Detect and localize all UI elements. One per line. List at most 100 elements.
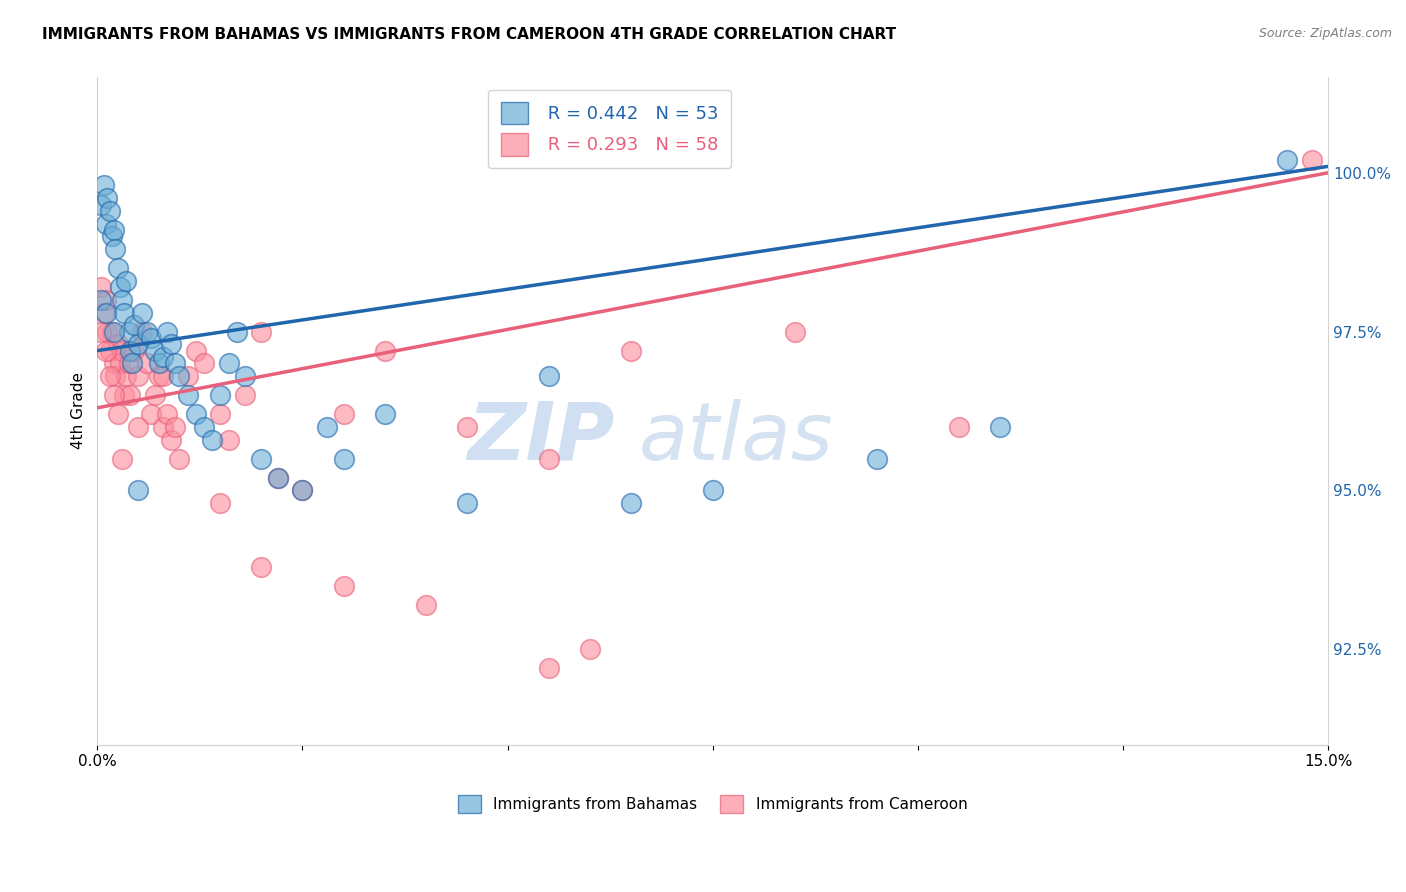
Point [104,369,127,384]
Point [184,343,207,358]
Point [152,420,174,434]
Point [90,197,112,211]
Point [115,274,138,288]
Point [537,369,560,384]
Point [103,388,125,402]
Point [233,369,256,384]
Point [94,305,117,319]
Point [169,451,191,466]
Point [537,661,560,675]
Point [332,579,354,593]
Point [291,483,314,498]
Point [250,559,273,574]
Point [866,451,889,466]
Point [201,433,224,447]
Point [93,178,115,193]
Point [156,325,179,339]
Point [233,388,256,402]
Point [165,356,187,370]
Point [152,369,174,384]
Point [948,420,970,434]
Point [94,217,117,231]
Point [111,343,134,358]
Point [373,407,395,421]
Point [90,293,112,307]
Point [117,356,139,370]
Point [111,293,134,307]
Point [101,325,124,339]
Point [104,242,127,256]
Point [103,223,125,237]
Point [156,407,179,421]
Point [1301,153,1323,167]
Point [110,356,132,370]
Point [107,337,129,351]
Point [218,433,240,447]
Point [143,343,166,358]
Point [988,420,1011,434]
Point [250,325,273,339]
Point [783,325,806,339]
Point [176,388,198,402]
Point [250,451,273,466]
Point [620,496,643,510]
Point [152,350,174,364]
Point [112,388,135,402]
Point [578,642,600,657]
Point [127,369,149,384]
Point [98,343,121,358]
Point [90,280,112,294]
Point [103,356,125,370]
Point [1275,153,1298,167]
Point [537,451,560,466]
Point [111,451,134,466]
Text: atlas: atlas [638,399,834,476]
Y-axis label: 4th Grade: 4th Grade [72,373,86,450]
Point [103,325,125,339]
Point [209,388,232,402]
Point [90,325,112,339]
Point [98,203,121,218]
Point [148,356,170,370]
Point [127,483,149,498]
Point [98,369,121,384]
Point [620,343,643,358]
Point [131,305,153,319]
Point [176,369,198,384]
Legend: Immigrants from Bahamas, Immigrants from Cameroon: Immigrants from Bahamas, Immigrants from… [449,786,976,822]
Point [160,337,183,351]
Text: ZIP: ZIP [467,399,614,476]
Point [225,325,247,339]
Point [160,433,183,447]
Point [415,598,437,612]
Point [96,191,118,205]
Point [112,305,135,319]
Point [193,356,215,370]
Point [291,483,314,498]
Point [332,407,354,421]
Point [94,293,117,307]
Point [96,325,118,339]
Point [110,280,132,294]
Point [332,451,354,466]
Point [209,407,232,421]
Point [267,471,290,485]
Point [131,325,153,339]
Point [124,318,146,333]
Point [209,496,232,510]
Point [115,369,138,384]
Point [702,483,724,498]
Point [127,337,149,351]
Point [316,420,339,434]
Point [120,343,142,358]
Point [121,356,143,370]
Point [169,369,191,384]
Point [456,496,478,510]
Point [456,420,478,434]
Point [120,388,142,402]
Point [267,471,290,485]
Point [139,331,162,345]
Point [135,325,157,339]
Point [124,343,146,358]
Point [107,260,129,275]
